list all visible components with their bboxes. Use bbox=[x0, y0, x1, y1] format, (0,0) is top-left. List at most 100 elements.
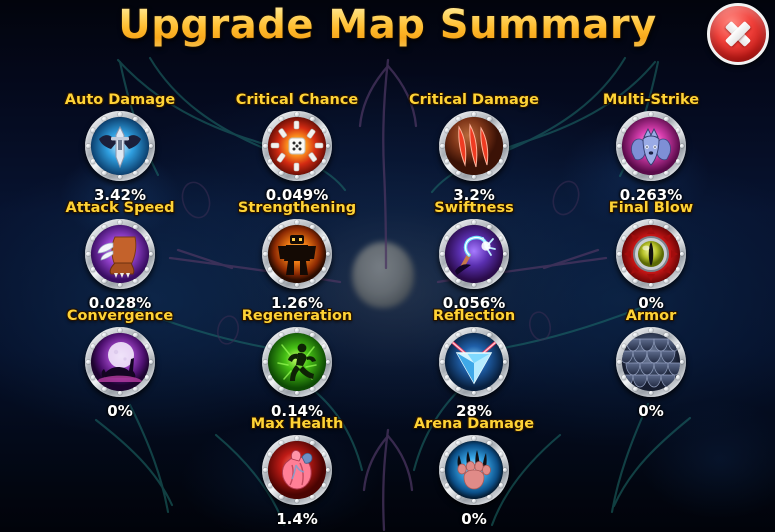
rivet bbox=[263, 251, 268, 257]
rivet bbox=[440, 251, 445, 257]
rivet bbox=[310, 170, 315, 176]
rivet bbox=[444, 483, 450, 488]
rivet bbox=[117, 220, 123, 225]
upgrade-item-orb[interactable] bbox=[439, 111, 509, 181]
rivet bbox=[487, 440, 492, 446]
rivet bbox=[279, 224, 284, 230]
upgrade-item-orb[interactable] bbox=[616, 111, 686, 181]
upgrade-item-label: Final Blow bbox=[608, 200, 694, 216]
orb-rivets bbox=[439, 327, 509, 397]
rivet bbox=[321, 452, 327, 457]
rivet bbox=[133, 278, 138, 284]
rivet bbox=[294, 499, 300, 504]
rivet bbox=[675, 128, 681, 133]
rivet bbox=[680, 143, 685, 149]
upgrade-item-orb[interactable] bbox=[262, 111, 332, 181]
rivet bbox=[471, 436, 477, 441]
upgrade-item-label: Attack Speed bbox=[65, 200, 175, 216]
upgrade-item-label: Multi-Strike bbox=[602, 92, 700, 108]
rivet bbox=[86, 359, 91, 365]
upgrade-item: Convergence 0% bbox=[45, 308, 195, 420]
leaping-figure-icon bbox=[268, 333, 326, 391]
rivet bbox=[321, 236, 327, 241]
rivet bbox=[279, 386, 284, 392]
upgrade-item-orb[interactable] bbox=[439, 435, 509, 505]
upgrade-item-orb[interactable] bbox=[85, 327, 155, 397]
rivet bbox=[617, 359, 622, 365]
rivet bbox=[498, 236, 504, 241]
upgrade-item-value: 3.42% bbox=[93, 186, 147, 204]
rivet bbox=[321, 159, 327, 164]
rivet bbox=[294, 175, 300, 180]
rivet bbox=[90, 267, 96, 272]
lightning-whip-icon bbox=[445, 225, 503, 283]
upgrade-item-value: 0.14% bbox=[270, 402, 324, 420]
rivet bbox=[664, 116, 669, 122]
orb-rivets bbox=[439, 111, 509, 181]
rivet bbox=[326, 467, 331, 473]
rivet bbox=[487, 224, 492, 230]
rivet bbox=[621, 344, 627, 349]
upgrade-item-orb[interactable] bbox=[616, 219, 686, 289]
rivet bbox=[294, 391, 300, 396]
rivet bbox=[664, 278, 669, 284]
upgrade-item-orb[interactable] bbox=[262, 435, 332, 505]
rivet bbox=[263, 467, 268, 473]
howling-wolf-moon-icon bbox=[91, 333, 149, 391]
upgrade-item-label: Regeneration bbox=[241, 308, 353, 324]
upgrade-item: Arena Damage 0% bbox=[399, 416, 549, 528]
upgrade-item-label: Strengthening bbox=[237, 200, 357, 216]
rivet bbox=[90, 344, 96, 349]
upgrade-item-orb[interactable] bbox=[262, 327, 332, 397]
rivet bbox=[440, 467, 445, 473]
rivet bbox=[633, 386, 638, 392]
upgrade-item-orb[interactable] bbox=[262, 219, 332, 289]
rivet bbox=[310, 116, 315, 122]
rivet bbox=[633, 332, 638, 338]
upgrade-item-orb[interactable] bbox=[85, 219, 155, 289]
rivet bbox=[633, 278, 638, 284]
rivet bbox=[648, 283, 654, 288]
rivet bbox=[149, 359, 154, 365]
rivet bbox=[90, 236, 96, 241]
rivet bbox=[471, 175, 477, 180]
orb-rivets bbox=[85, 327, 155, 397]
rivet bbox=[133, 386, 138, 392]
upgrade-item-orb[interactable] bbox=[439, 327, 509, 397]
upgrade-item: Armor 0% bbox=[576, 308, 726, 420]
rivet bbox=[444, 128, 450, 133]
upgrade-item-orb[interactable] bbox=[85, 111, 155, 181]
upgrade-item-label: Convergence bbox=[66, 308, 174, 324]
rivet bbox=[149, 251, 154, 257]
rivet bbox=[498, 452, 504, 457]
rivet bbox=[633, 170, 638, 176]
upgrade-item: Critical Damage 3.2% bbox=[399, 92, 549, 204]
rivet bbox=[621, 375, 627, 380]
rivet bbox=[498, 344, 504, 349]
rivet bbox=[444, 236, 450, 241]
rivet bbox=[279, 440, 284, 446]
rivet bbox=[279, 494, 284, 500]
upgrade-item-orb[interactable] bbox=[439, 219, 509, 289]
rivet bbox=[144, 375, 150, 380]
upgrade-item: Attack Speed 0.028% bbox=[45, 200, 195, 312]
upgrade-item-value: 0% bbox=[638, 294, 664, 312]
close-button[interactable] bbox=[707, 3, 769, 65]
rivet bbox=[117, 328, 123, 333]
rivet bbox=[326, 359, 331, 365]
upgrade-item: Strengthening 1.26% bbox=[222, 200, 372, 312]
rivet bbox=[326, 143, 331, 149]
rivet bbox=[267, 128, 273, 133]
rivet bbox=[498, 128, 504, 133]
rivet bbox=[90, 128, 96, 133]
upgrade-item-value: 0.049% bbox=[265, 186, 329, 204]
rivet bbox=[144, 267, 150, 272]
rivet bbox=[267, 344, 273, 349]
rivet bbox=[117, 283, 123, 288]
upgrade-item-orb[interactable] bbox=[616, 327, 686, 397]
rivet bbox=[267, 375, 273, 380]
rivet bbox=[664, 332, 669, 338]
rivet bbox=[456, 224, 461, 230]
exploding-dice-icon bbox=[268, 117, 326, 175]
rivet bbox=[90, 375, 96, 380]
